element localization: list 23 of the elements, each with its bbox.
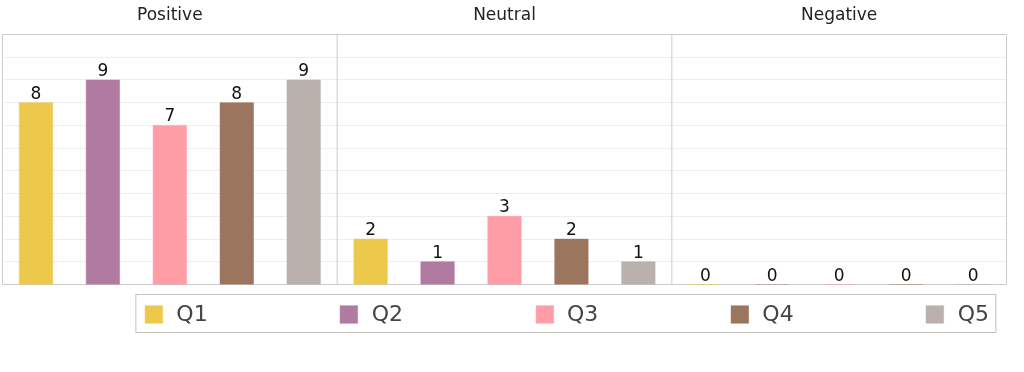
data-label: 9: [298, 59, 310, 80]
data-label: 0: [699, 264, 711, 285]
data-label: 1: [432, 241, 443, 262]
legend-label: Q2: [371, 301, 404, 326]
legend-label: Q1: [176, 301, 208, 326]
data-label: 8: [30, 82, 42, 103]
data-label: 2: [566, 219, 577, 240]
data-label: 2: [365, 219, 377, 240]
x-tick-label: Neutral: [473, 3, 536, 24]
data-label: 9: [97, 59, 109, 80]
data-label: 1: [632, 241, 644, 262]
x-tick-label: Positive: [137, 3, 203, 24]
legend-label: Q4: [762, 301, 794, 326]
data-label: 0: [900, 264, 912, 285]
data-label: 0: [833, 264, 845, 285]
legend-label: Q5: [957, 301, 989, 326]
data-label: 3: [499, 196, 510, 217]
x-tick-label: Negative: [801, 3, 878, 24]
data-label: 7: [164, 105, 176, 126]
data-label: 0: [766, 264, 778, 285]
legend-label: Q3: [567, 301, 599, 326]
data-label: 8: [231, 82, 243, 103]
data-label: 0: [967, 264, 979, 285]
